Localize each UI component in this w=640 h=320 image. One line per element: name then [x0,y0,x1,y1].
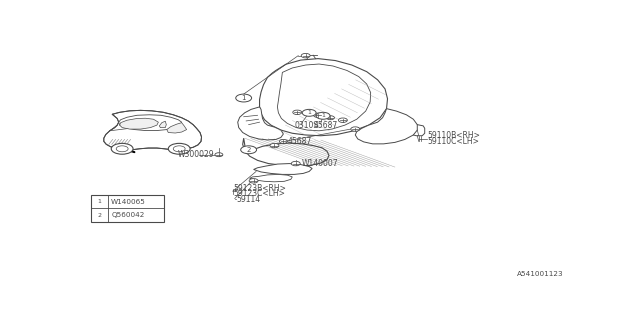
Polygon shape [355,108,417,144]
Polygon shape [167,123,187,133]
Circle shape [215,153,223,157]
Polygon shape [250,174,292,182]
Text: 2: 2 [246,147,251,153]
Text: W300029: W300029 [178,150,215,159]
Text: 59110B<RH>: 59110B<RH> [428,131,480,140]
Circle shape [292,110,301,115]
Polygon shape [120,118,158,129]
Text: 59123B<RH>: 59123B<RH> [234,184,287,193]
Polygon shape [159,121,166,128]
Circle shape [301,53,310,58]
Circle shape [314,113,323,117]
Text: 1: 1 [307,110,311,115]
Circle shape [302,109,316,116]
Text: 1: 1 [241,95,246,101]
Text: 1: 1 [321,113,325,118]
Text: 45687: 45687 [287,137,312,146]
Circle shape [93,212,106,218]
Text: W140065: W140065 [111,199,146,205]
Text: 59123C<LH>: 59123C<LH> [234,189,285,198]
Polygon shape [260,59,388,136]
Circle shape [316,112,330,119]
Polygon shape [104,110,202,150]
Circle shape [280,140,287,143]
Circle shape [351,127,360,131]
Text: A541001123: A541001123 [517,271,564,277]
Circle shape [270,143,279,148]
Text: 59114: 59114 [236,195,260,204]
Text: 59110C<LH>: 59110C<LH> [428,137,479,146]
Circle shape [168,143,190,154]
Circle shape [339,118,348,123]
Text: Q560042: Q560042 [111,212,145,218]
Text: W140007: W140007 [302,159,339,168]
Circle shape [241,146,257,154]
Circle shape [291,161,300,166]
Circle shape [111,143,133,154]
Circle shape [326,116,335,120]
Polygon shape [243,138,329,166]
Text: 1: 1 [98,199,102,204]
Circle shape [93,198,106,205]
Polygon shape [253,164,312,174]
Polygon shape [277,64,371,131]
Text: 2: 2 [97,213,102,218]
Circle shape [116,146,128,152]
Polygon shape [237,107,284,140]
Polygon shape [118,115,182,131]
Circle shape [173,146,185,152]
FancyBboxPatch shape [91,195,164,222]
Circle shape [249,179,258,183]
Text: 45687: 45687 [314,121,339,130]
Text: 0310S: 0310S [294,121,318,130]
Circle shape [236,94,252,102]
